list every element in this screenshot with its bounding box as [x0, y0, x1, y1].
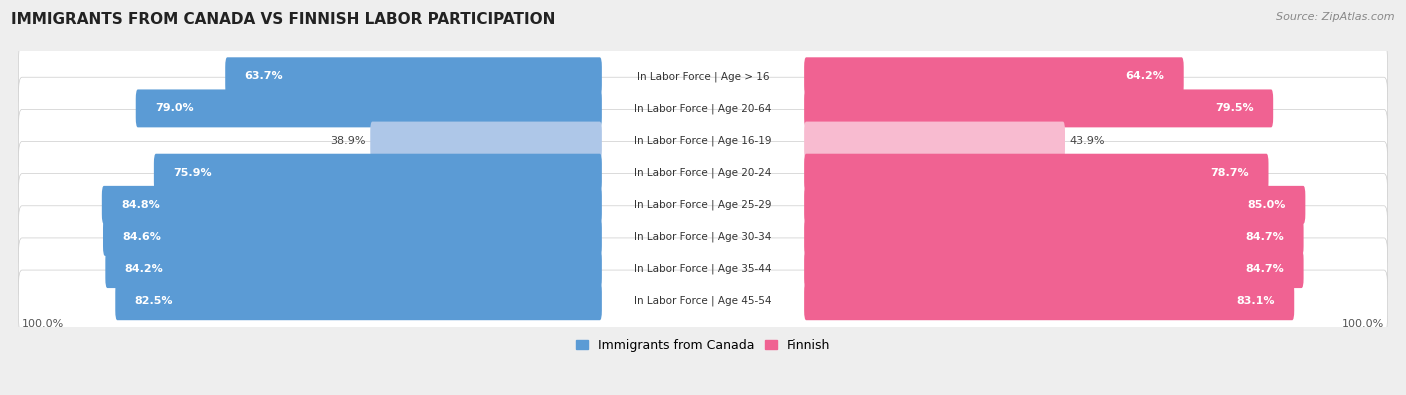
Text: 79.5%: 79.5% — [1215, 103, 1254, 113]
FancyBboxPatch shape — [18, 141, 1388, 204]
FancyBboxPatch shape — [18, 270, 1388, 333]
Text: 84.7%: 84.7% — [1246, 264, 1284, 274]
Text: In Labor Force | Age 25-29: In Labor Force | Age 25-29 — [634, 199, 772, 210]
Text: In Labor Force | Age 20-64: In Labor Force | Age 20-64 — [634, 103, 772, 114]
Text: 43.9%: 43.9% — [1070, 135, 1105, 145]
FancyBboxPatch shape — [136, 89, 602, 127]
Text: 100.0%: 100.0% — [22, 320, 65, 329]
Text: In Labor Force | Age 35-44: In Labor Force | Age 35-44 — [634, 264, 772, 275]
FancyBboxPatch shape — [18, 77, 1388, 139]
FancyBboxPatch shape — [105, 250, 602, 288]
FancyBboxPatch shape — [804, 250, 1303, 288]
FancyBboxPatch shape — [153, 154, 602, 192]
FancyBboxPatch shape — [370, 122, 602, 160]
Text: 85.0%: 85.0% — [1247, 200, 1286, 210]
FancyBboxPatch shape — [804, 282, 1295, 320]
Text: 84.8%: 84.8% — [121, 200, 160, 210]
Text: In Labor Force | Age 45-54: In Labor Force | Age 45-54 — [634, 296, 772, 307]
Text: 83.1%: 83.1% — [1236, 296, 1275, 306]
FancyBboxPatch shape — [225, 57, 602, 95]
FancyBboxPatch shape — [18, 174, 1388, 236]
FancyBboxPatch shape — [103, 218, 602, 256]
FancyBboxPatch shape — [804, 218, 1303, 256]
Text: 100.0%: 100.0% — [1341, 320, 1384, 329]
Text: In Labor Force | Age > 16: In Labor Force | Age > 16 — [637, 71, 769, 81]
FancyBboxPatch shape — [115, 282, 602, 320]
Text: 84.6%: 84.6% — [122, 232, 162, 242]
Text: In Labor Force | Age 30-34: In Labor Force | Age 30-34 — [634, 232, 772, 242]
Text: 75.9%: 75.9% — [173, 168, 212, 178]
Text: 84.2%: 84.2% — [125, 264, 163, 274]
Text: 64.2%: 64.2% — [1126, 71, 1164, 81]
FancyBboxPatch shape — [804, 57, 1184, 95]
Text: Source: ZipAtlas.com: Source: ZipAtlas.com — [1277, 12, 1395, 22]
Text: 79.0%: 79.0% — [155, 103, 194, 113]
FancyBboxPatch shape — [804, 89, 1274, 127]
FancyBboxPatch shape — [804, 186, 1305, 224]
Text: IMMIGRANTS FROM CANADA VS FINNISH LABOR PARTICIPATION: IMMIGRANTS FROM CANADA VS FINNISH LABOR … — [11, 12, 555, 27]
Text: 84.7%: 84.7% — [1246, 232, 1284, 242]
FancyBboxPatch shape — [18, 206, 1388, 268]
Text: 82.5%: 82.5% — [135, 296, 173, 306]
Text: 63.7%: 63.7% — [245, 71, 283, 81]
FancyBboxPatch shape — [804, 122, 1064, 160]
FancyBboxPatch shape — [18, 109, 1388, 172]
FancyBboxPatch shape — [18, 45, 1388, 107]
FancyBboxPatch shape — [101, 186, 602, 224]
Text: 78.7%: 78.7% — [1211, 168, 1250, 178]
Legend: Immigrants from Canada, Finnish: Immigrants from Canada, Finnish — [571, 334, 835, 357]
FancyBboxPatch shape — [804, 154, 1268, 192]
Text: In Labor Force | Age 16-19: In Labor Force | Age 16-19 — [634, 135, 772, 146]
Text: 38.9%: 38.9% — [330, 135, 366, 145]
FancyBboxPatch shape — [18, 238, 1388, 300]
Text: In Labor Force | Age 20-24: In Labor Force | Age 20-24 — [634, 167, 772, 178]
